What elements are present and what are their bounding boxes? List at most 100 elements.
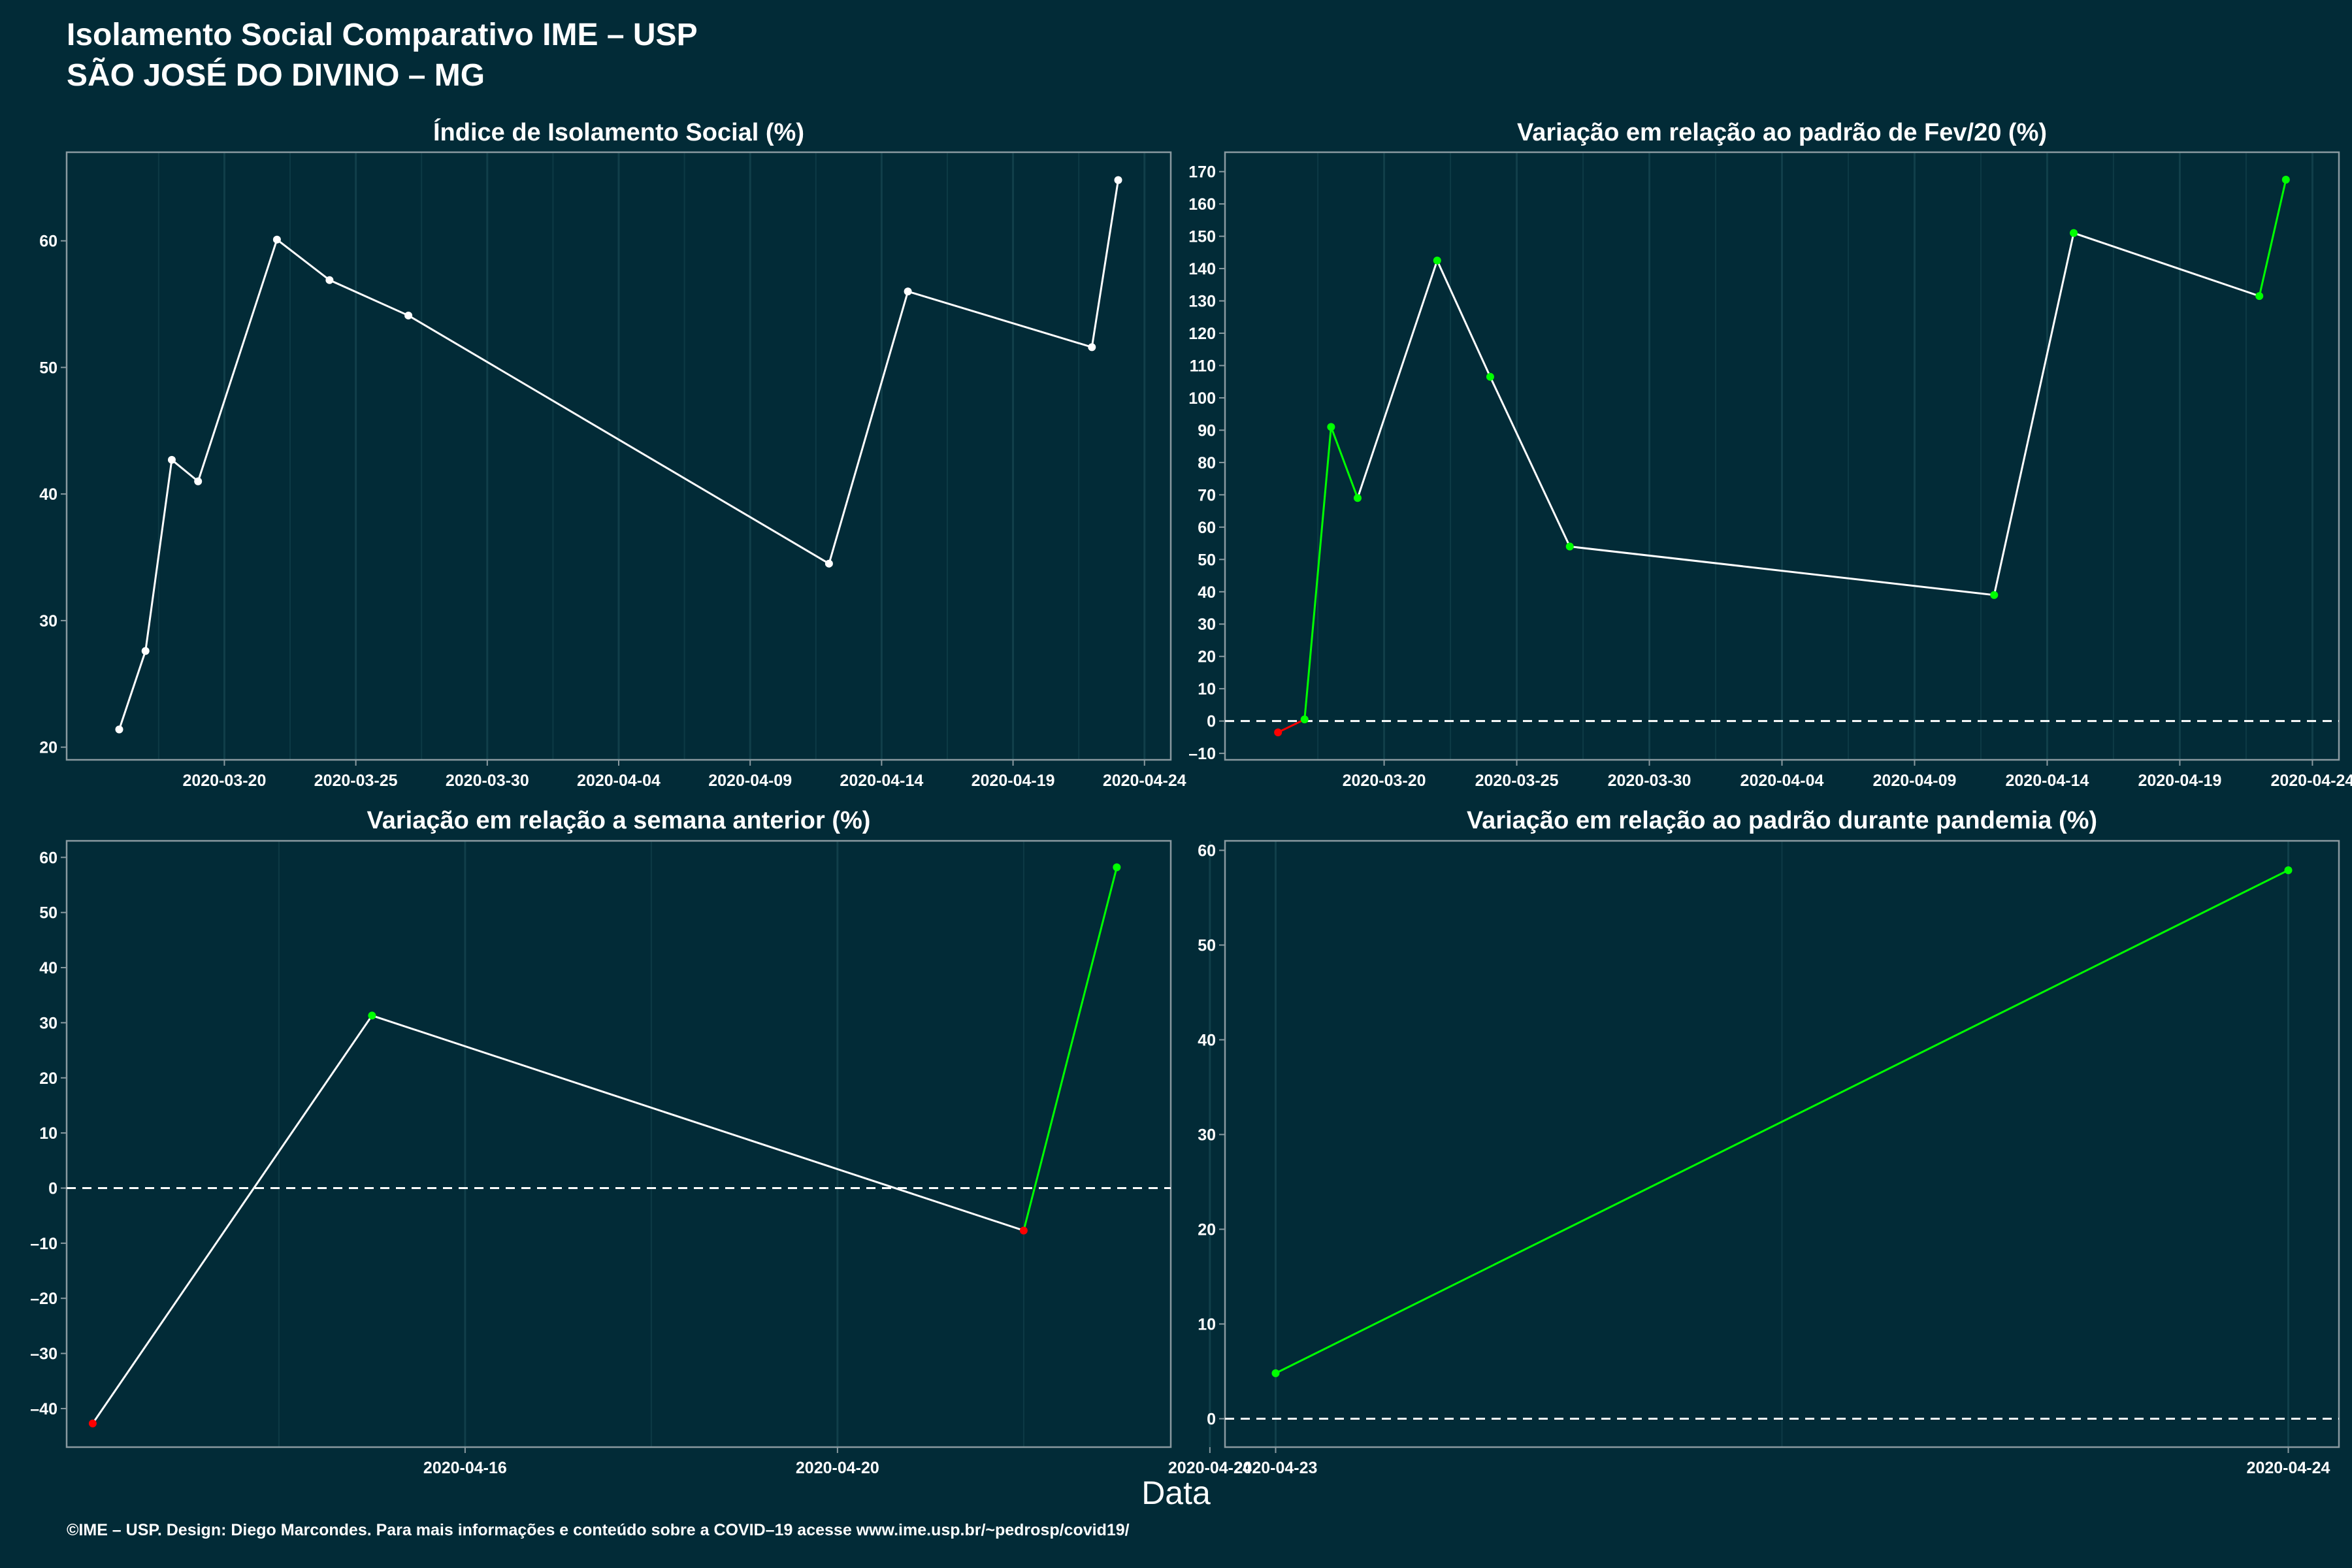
y-tick-label: 150 bbox=[1188, 228, 1216, 246]
y-tick-label: 90 bbox=[1198, 421, 1216, 440]
y-tick-label: –10 bbox=[30, 1235, 57, 1253]
y-tick-label: 40 bbox=[1198, 583, 1216, 602]
data-point bbox=[1019, 1226, 1028, 1235]
data-point bbox=[167, 455, 176, 464]
series-segment bbox=[1090, 180, 1120, 348]
y-tick-label: 80 bbox=[1198, 454, 1216, 472]
y-tick-label: 170 bbox=[1188, 163, 1216, 182]
data-point bbox=[2284, 866, 2293, 874]
x-tick-label: 2020-04-14 bbox=[2006, 772, 2089, 790]
x-tick-label: 2020-04-09 bbox=[708, 772, 792, 790]
data-point bbox=[368, 1011, 376, 1020]
panel-title: Variação em relação a semana anterior (%… bbox=[367, 807, 871, 834]
data-point bbox=[1114, 176, 1122, 184]
panel-border bbox=[1224, 840, 2340, 1448]
x-tick-label: 2020-03-20 bbox=[182, 772, 266, 790]
series-segment bbox=[144, 459, 173, 651]
data-point bbox=[2070, 229, 2078, 237]
x-tick-label: 2020-04-24 bbox=[1168, 1459, 1252, 1477]
y-tick-label: 10 bbox=[1198, 680, 1216, 698]
y-tick-label: 20 bbox=[39, 739, 57, 757]
panel-border bbox=[1224, 151, 2340, 761]
x-tick-label: 2020-04-04 bbox=[577, 772, 661, 790]
series-segment bbox=[408, 314, 830, 564]
x-tick-label: 2020-04-20 bbox=[796, 1459, 879, 1477]
data-point bbox=[1433, 256, 1441, 265]
data-point bbox=[2255, 292, 2264, 301]
series-segment bbox=[91, 1015, 373, 1424]
x-tick-label: 2020-04-19 bbox=[972, 772, 1055, 790]
data-point bbox=[1486, 372, 1494, 381]
series-segment bbox=[1993, 233, 2075, 596]
page-title: Isolamento Social Comparativo IME – USP bbox=[67, 18, 698, 52]
y-tick-label: 60 bbox=[1198, 842, 1216, 860]
y-tick-label: 70 bbox=[1198, 486, 1216, 504]
x-tick-label: 2020-03-30 bbox=[1608, 772, 1691, 790]
panel-border bbox=[65, 151, 1172, 761]
y-tick-label: 30 bbox=[1198, 1126, 1216, 1145]
data-point bbox=[115, 725, 123, 734]
y-tick-label: 100 bbox=[1188, 389, 1216, 408]
series-segment bbox=[1022, 867, 1118, 1231]
y-tick-label: 40 bbox=[39, 485, 57, 504]
series-segment bbox=[907, 290, 1092, 348]
x-tick-label: 2020-04-23 bbox=[1234, 1459, 1318, 1477]
y-tick-label: 140 bbox=[1188, 260, 1216, 278]
y-tick-label: –30 bbox=[30, 1345, 57, 1364]
series-segment bbox=[1436, 260, 1492, 378]
y-tick-label: 110 bbox=[1190, 357, 1216, 375]
x-tick-label: 2020-04-04 bbox=[1740, 772, 1824, 790]
series-segment bbox=[1277, 718, 1305, 734]
panel-title: Índice de Isolamento Social (%) bbox=[433, 118, 804, 146]
x-tick-label: 2020-04-24 bbox=[2247, 1459, 2330, 1477]
data-point bbox=[1565, 542, 1574, 551]
data-point bbox=[904, 287, 912, 296]
y-tick-label: 40 bbox=[1198, 1032, 1216, 1050]
x-axis-label: Data bbox=[1141, 1475, 1211, 1511]
y-tick-label: 50 bbox=[39, 904, 57, 923]
data-point bbox=[272, 235, 281, 244]
series-segment bbox=[2073, 232, 2260, 297]
series-segment bbox=[1489, 376, 1571, 547]
y-tick-label: 50 bbox=[1198, 937, 1216, 955]
series-segment bbox=[2258, 179, 2287, 297]
data-point bbox=[1353, 494, 1362, 502]
panel-title: Variação em relação ao padrão durante pa… bbox=[1467, 807, 2097, 834]
y-tick-label: 0 bbox=[1207, 713, 1216, 731]
y-tick-label: 0 bbox=[48, 1179, 57, 1198]
y-tick-label: 60 bbox=[1198, 519, 1216, 537]
series-segment bbox=[329, 279, 409, 317]
x-tick-label: 2020-03-30 bbox=[446, 772, 529, 790]
page-subtitle: SÃO JOSÉ DO DIVINO – MG bbox=[67, 58, 485, 93]
y-tick-label: –20 bbox=[30, 1290, 57, 1308]
y-tick-label: 10 bbox=[1198, 1316, 1216, 1334]
x-tick-label: 2020-03-25 bbox=[1475, 772, 1559, 790]
series-segment bbox=[171, 459, 199, 482]
y-tick-label: 160 bbox=[1188, 195, 1216, 214]
y-tick-label: 10 bbox=[39, 1124, 57, 1143]
y-tick-label: 20 bbox=[39, 1070, 57, 1088]
y-tick-label: 60 bbox=[39, 233, 57, 251]
series-segment bbox=[276, 238, 331, 281]
series-segment bbox=[1303, 427, 1332, 720]
y-tick-label: 30 bbox=[39, 1014, 57, 1032]
panel-title: Variação em relação ao padrão de Fev/20 … bbox=[1517, 119, 2047, 146]
series-segment bbox=[1356, 260, 1439, 498]
y-tick-label: 20 bbox=[1198, 1221, 1216, 1239]
y-tick-label: 0 bbox=[1207, 1411, 1216, 1429]
panel-border bbox=[65, 840, 1172, 1448]
data-point bbox=[1113, 863, 1121, 872]
x-tick-label: 2020-04-24 bbox=[1103, 772, 1186, 790]
series-segment bbox=[371, 1015, 1024, 1232]
data-point bbox=[825, 559, 833, 568]
x-tick-label: 2020-03-25 bbox=[314, 772, 398, 790]
data-point bbox=[194, 477, 203, 485]
y-tick-label: –10 bbox=[1188, 745, 1216, 763]
y-tick-label: 30 bbox=[1198, 615, 1216, 634]
y-tick-label: 120 bbox=[1188, 325, 1216, 343]
series-segment bbox=[1330, 426, 1359, 498]
x-tick-label: 2020-04-19 bbox=[2138, 772, 2221, 790]
series-segment bbox=[197, 239, 278, 482]
x-tick-label: 2020-04-14 bbox=[840, 772, 923, 790]
